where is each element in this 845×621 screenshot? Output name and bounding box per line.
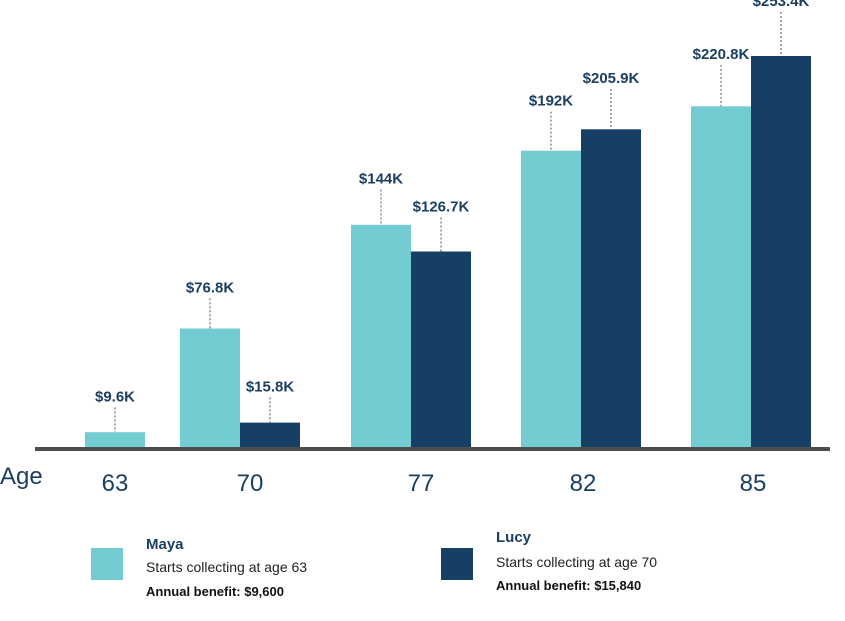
bar-maya-70 <box>180 328 240 447</box>
value-label-maya-63: $9.6K <box>95 388 135 405</box>
legend-swatch-lucy <box>441 548 473 580</box>
label-connectors <box>114 12 782 433</box>
value-label-maya-82: $192K <box>529 93 573 110</box>
value-labels: $9.6K $76.8K $15.8K $144K $126.7K $192K $205.9… <box>95 0 810 405</box>
x-tick-label-70: 70 <box>237 470 264 497</box>
bar-lucy-85 <box>751 56 811 447</box>
legend-desc-lucy: Starts collecting at age 70 <box>496 554 658 570</box>
bar-chart: $9.6K $76.8K $15.8K $144K $126.7K $192K $205.9… <box>0 0 830 497</box>
x-axis-title: Age <box>0 463 43 490</box>
x-tick-label-82: 82 <box>570 470 597 497</box>
value-label-maya-70: $76.8K <box>186 279 235 296</box>
x-tick-label-63: 63 <box>102 470 129 497</box>
value-label-lucy-82: $205.9K <box>583 70 640 87</box>
value-label-lucy-77: $126.7K <box>413 199 470 216</box>
value-label-maya-85: $220.8K <box>693 46 750 63</box>
bar-lucy-82 <box>581 129 641 447</box>
bar-lucy-77 <box>411 251 471 447</box>
x-tick-label-85: 85 <box>740 470 767 497</box>
bar-maya-82 <box>521 150 581 447</box>
value-label-lucy-70: $15.8K <box>246 378 295 395</box>
legend-desc-maya: Starts collecting at age 63 <box>146 559 308 575</box>
bar-lucy-70 <box>240 422 300 447</box>
bar-maya-77 <box>351 224 411 447</box>
legend-benefit-lucy: Annual benefit: $15,840 <box>496 578 642 593</box>
bars-group <box>85 56 811 447</box>
value-label-lucy-85: $253.4K <box>753 0 810 10</box>
legend-swatch-maya <box>91 548 123 580</box>
bar-maya-85 <box>691 106 751 447</box>
value-label-maya-77: $144K <box>359 170 403 187</box>
legend-benefit-maya: Annual benefit: $9,600 <box>146 584 284 599</box>
x-tick-label-77: 77 <box>408 470 435 497</box>
bar-maya-63 <box>85 432 145 447</box>
x-tick-labels: 63 70 77 82 85 <box>102 470 767 497</box>
legend-name-maya: Maya <box>146 536 184 553</box>
legend-name-lucy: Lucy <box>496 529 532 546</box>
